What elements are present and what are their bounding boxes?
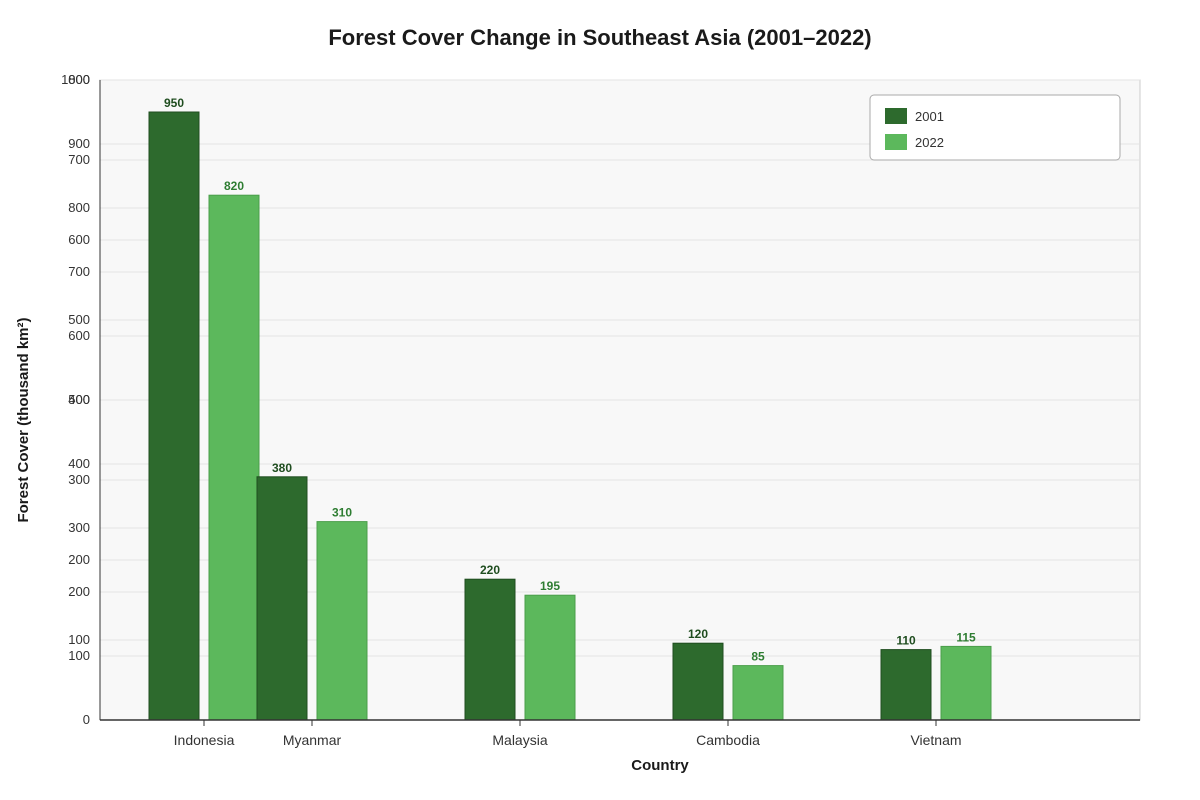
data-label: 820 xyxy=(224,179,244,193)
legend-label-2001: 2001 xyxy=(915,109,944,124)
x-tick-label: Vietnam xyxy=(910,732,961,748)
y-tick-label: 1000 xyxy=(61,72,90,87)
x-tick-label: Cambodia xyxy=(696,732,760,748)
y-tick-label: 900 xyxy=(68,136,90,151)
legend: 2001 2022 xyxy=(869,94,1121,161)
data-labels: 950 820 380 310 220 195 120 85 110 115 xyxy=(164,96,976,664)
bar-2022-vietnam xyxy=(940,645,992,721)
bar-2022-myanmar xyxy=(316,521,368,721)
x-tick-label: Malaysia xyxy=(492,732,547,748)
y-tick-label: 100 xyxy=(68,632,90,647)
bars xyxy=(148,111,992,721)
bar-2022-cambodia xyxy=(732,665,784,721)
bar-2022-indonesia xyxy=(208,194,260,721)
x-axis-categories: Indonesia Myanmar Malaysia Cambodia Vietnam xyxy=(174,720,962,748)
data-label: 220 xyxy=(480,563,500,577)
bar-2001-indonesia xyxy=(148,111,200,721)
y-tick-label: 500 xyxy=(68,312,90,327)
legend-swatch-2001 xyxy=(885,108,907,124)
bar-2001-malaysia xyxy=(464,578,516,721)
data-label: 310 xyxy=(332,506,352,520)
bar-2001-myanmar xyxy=(256,476,308,721)
data-label: 950 xyxy=(164,96,184,110)
x-tick-label: Indonesia xyxy=(174,732,235,748)
y-tick-label: 700 xyxy=(68,152,90,167)
data-label: 110 xyxy=(896,634,916,648)
y-tick-label: 100 xyxy=(68,648,90,663)
y-tick-label: 600 xyxy=(68,328,90,343)
y-tick-label: 300 xyxy=(68,472,90,487)
gridlines xyxy=(100,79,1140,721)
data-label: 115 xyxy=(956,630,976,644)
data-label: 195 xyxy=(540,579,560,593)
y-axis-ticks: 0100200300400500600700800900100010020030… xyxy=(61,72,90,727)
x-tick-label: Myanmar xyxy=(283,732,342,748)
y-axis-title: Forest Cover (thousand km²) xyxy=(15,317,32,522)
y-tick-label: 400 xyxy=(68,392,90,407)
legend-label-2022: 2022 xyxy=(915,135,944,150)
bar-2001-vietnam xyxy=(880,649,932,721)
legend-box xyxy=(869,94,1121,161)
bar-2022-malaysia xyxy=(524,594,576,721)
bar-2001-cambodia xyxy=(672,642,724,721)
y-tick-label: 600 xyxy=(68,232,90,247)
chart-title: Forest Cover Change in Southeast Asia (2… xyxy=(328,25,871,50)
data-label: 120 xyxy=(688,627,708,641)
y-tick-label: 0 xyxy=(83,712,90,727)
x-axis-title: Country xyxy=(631,757,689,774)
data-label: 85 xyxy=(751,650,765,664)
y-tick-label: 300 xyxy=(68,520,90,535)
legend-swatch-2022 xyxy=(885,134,907,150)
data-label: 380 xyxy=(272,461,292,475)
y-tick-label: 800 xyxy=(68,72,90,87)
y-tick-label: 200 xyxy=(68,584,90,599)
y-tick-label: 700 xyxy=(68,264,90,279)
y-tick-label: 800 xyxy=(68,200,90,215)
y-tick-label: 200 xyxy=(68,552,90,567)
y-tick-label: 500 xyxy=(68,392,90,407)
y-tick-label: 400 xyxy=(68,456,90,471)
